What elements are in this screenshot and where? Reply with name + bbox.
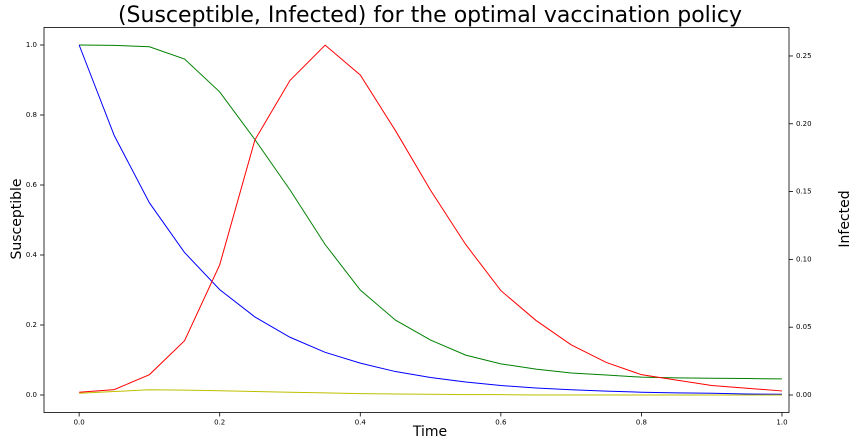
- y2-axis-label: Infected: [837, 190, 853, 247]
- x-tick-label: 0.4: [355, 419, 367, 427]
- y2-tick-label: 0.15: [796, 188, 812, 196]
- series-line: [79, 44, 783, 393]
- y-tick-label: 0.6: [26, 181, 38, 189]
- y-tick-label: 0.4: [26, 251, 38, 259]
- y2-tick-label: 0.25: [796, 52, 812, 60]
- chart-title: (Susceptible, Infected) for the optimal …: [118, 3, 742, 28]
- plot-frame: [43, 27, 790, 413]
- x-tick-label: 0.6: [495, 419, 507, 427]
- x-tick-label: 0.0: [74, 419, 85, 427]
- x-tick-label: 0.2: [214, 419, 225, 427]
- x-tick-label: 1.0: [776, 419, 787, 427]
- y-axis-label: Susceptible: [9, 178, 25, 259]
- y2-tick-label: 0.05: [796, 323, 812, 331]
- y-tick-label: 0.0: [26, 391, 37, 399]
- y2-tick-label: 0.20: [796, 120, 812, 128]
- y-tick-label: 1.0: [26, 41, 37, 49]
- series-line: [79, 44, 782, 380]
- y2-tick-label: 0.10: [796, 255, 812, 263]
- series-line: [78, 44, 782, 395]
- x-tick-label: 0.8: [636, 419, 647, 427]
- y-tick-label: 0.8: [26, 111, 37, 119]
- y-tick-label: 0.2: [26, 321, 37, 329]
- y2-tick-label: 0.00: [796, 391, 812, 399]
- x-axis-label: Time: [412, 424, 447, 440]
- series-line: [79, 389, 782, 396]
